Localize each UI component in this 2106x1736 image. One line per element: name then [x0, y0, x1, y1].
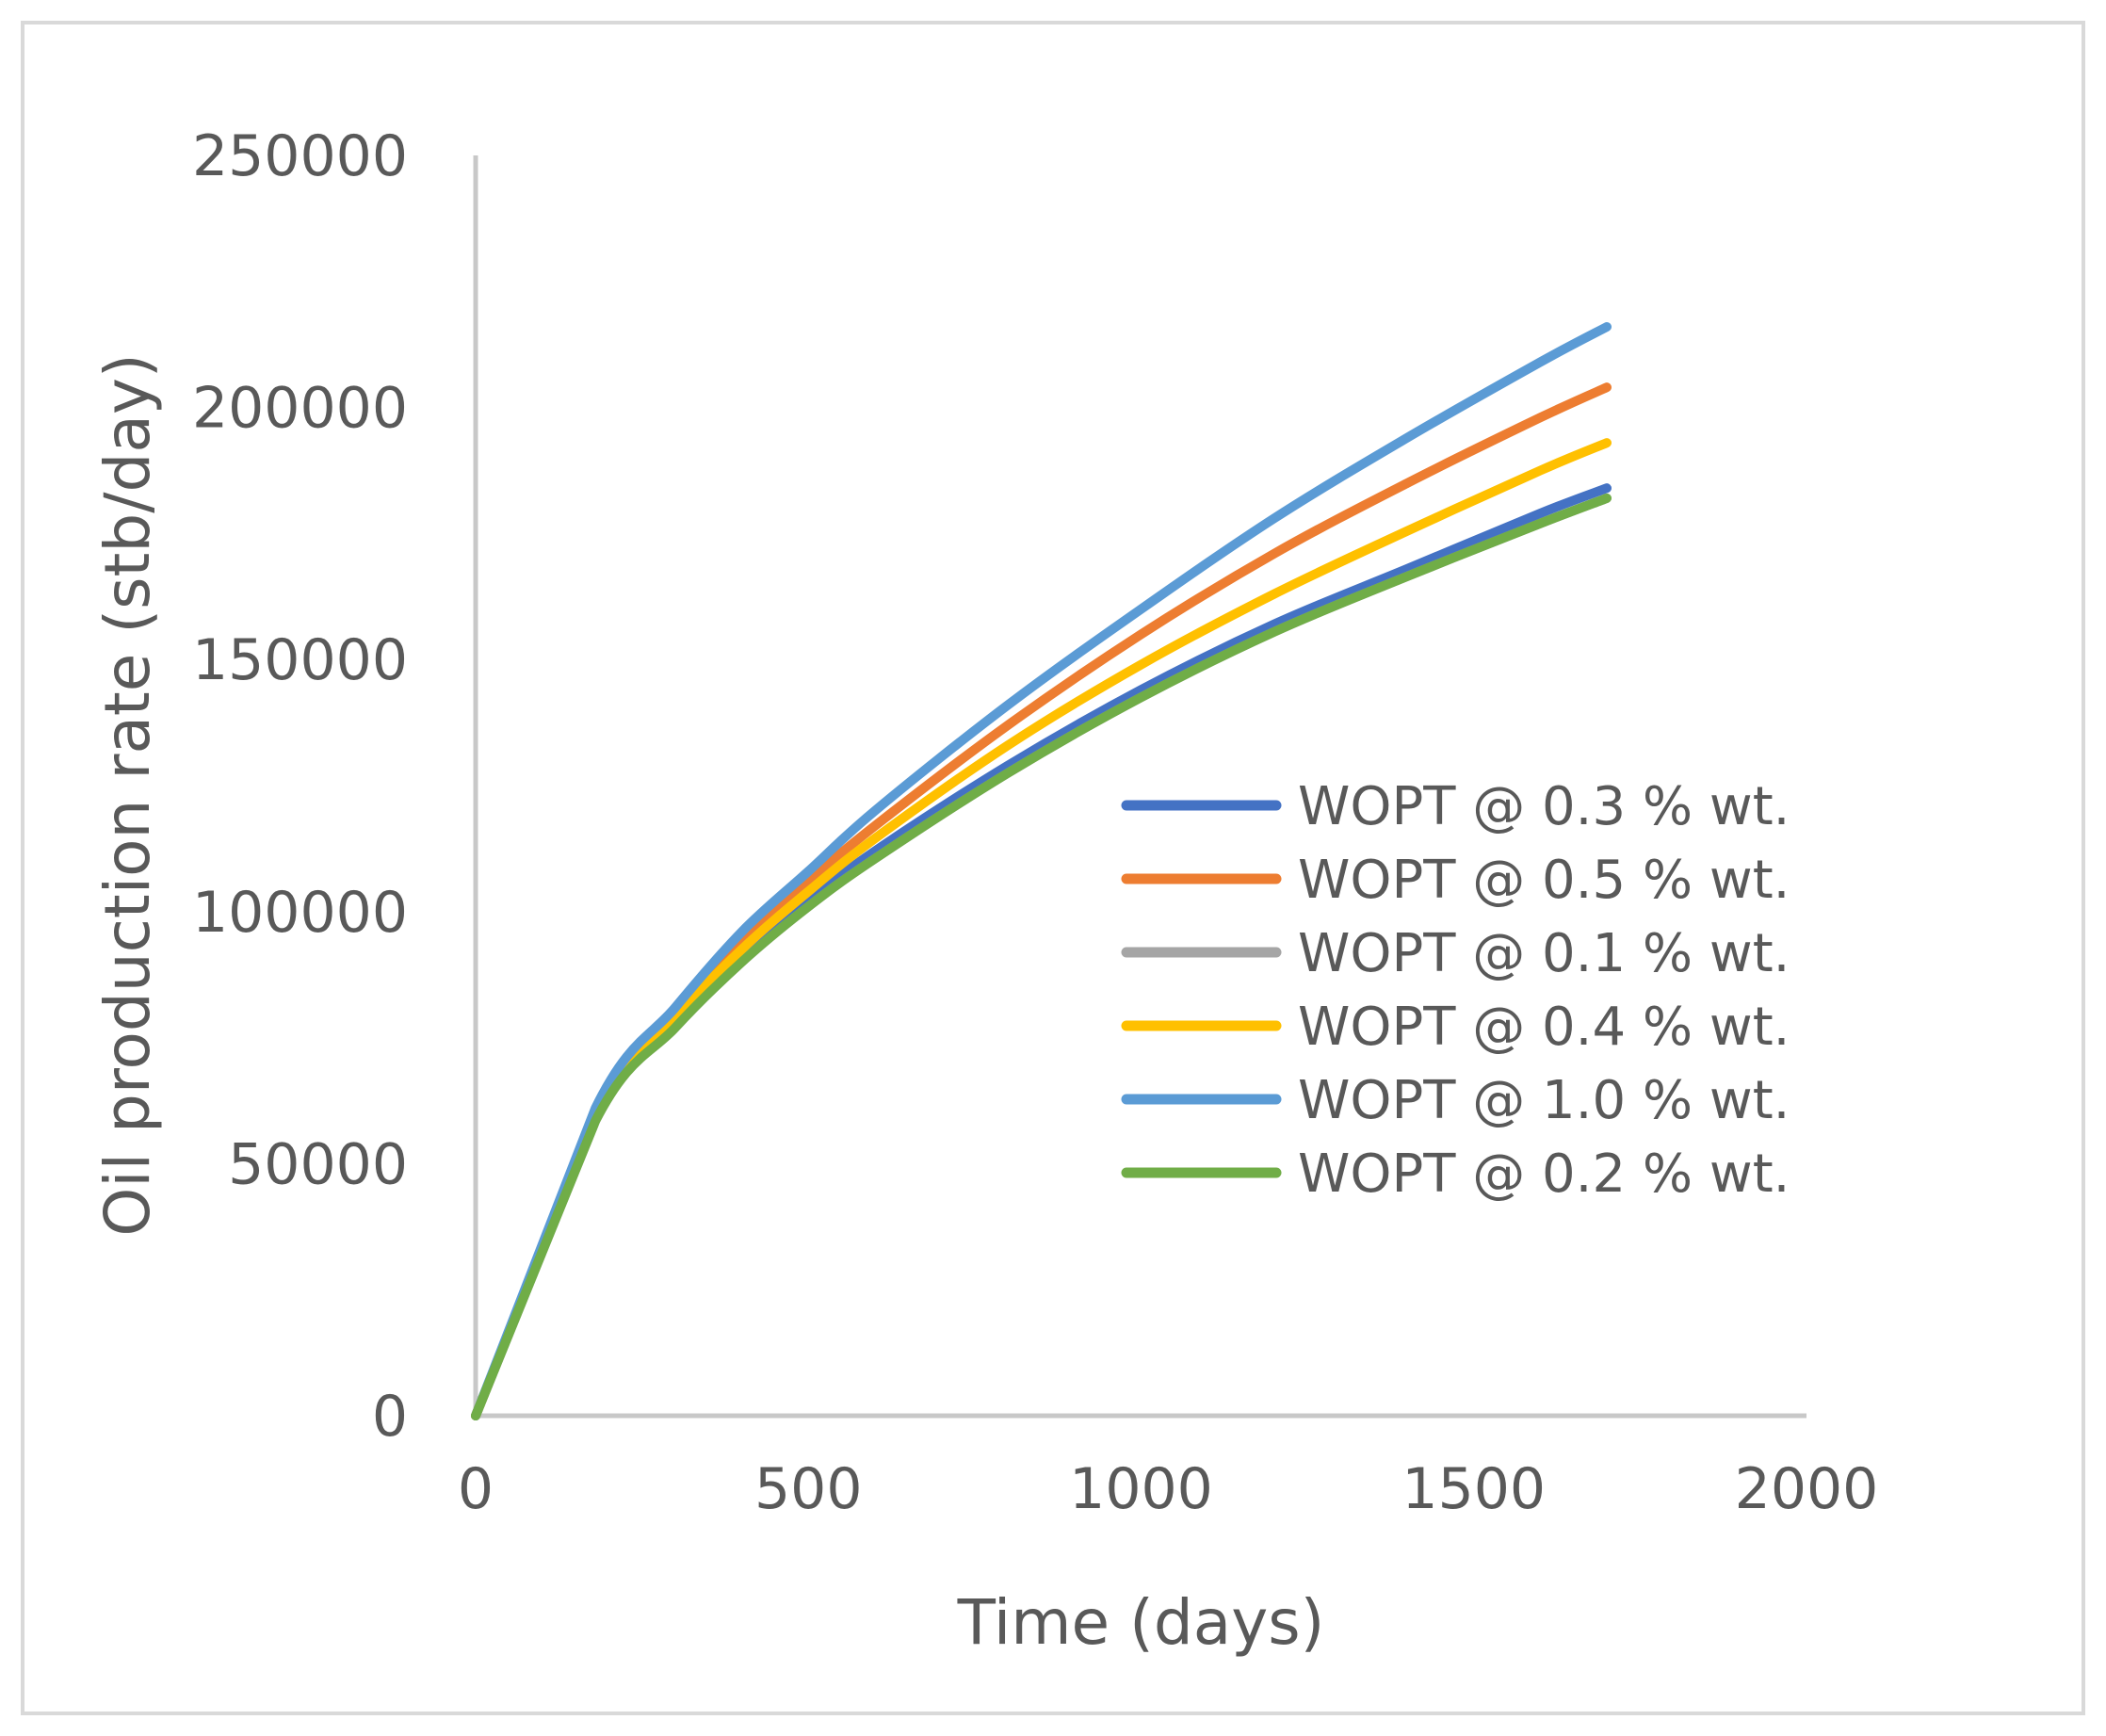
y-tick-label: 100000 [192, 880, 408, 946]
legend-label: WOPT @ 0.1 % wt. [1298, 923, 1790, 984]
y-tick-label: 0 [372, 1384, 408, 1450]
chart-border [21, 21, 2085, 1715]
series-line-5 [471, 493, 1612, 1420]
legend: WOPT @ 0.3 % wt. WOPT @ 0.5 % wt. WOPT @ 0… [1121, 776, 1790, 1205]
series-line-4 [471, 322, 1612, 1420]
legend-label: WOPT @ 0.4 % wt. [1298, 997, 1790, 1058]
y-tick-label: 200000 [192, 376, 408, 442]
axes [473, 155, 1806, 1419]
y-tick-labels: 0 50000 100000 150000 200000 250000 [192, 123, 408, 1450]
legend-label: WOPT @ 1.0 % wt. [1298, 1070, 1790, 1131]
y-tick-label: 250000 [192, 123, 408, 189]
y-tick-label: 50000 [228, 1131, 408, 1197]
legend-label: WOPT @ 0.2 % wt. [1298, 1144, 1790, 1205]
y-axis-title: Oil production rate (stb/day) [91, 353, 164, 1236]
series-line-3 [471, 438, 1612, 1420]
x-tick-label: 0 [458, 1456, 494, 1522]
x-tick-label: 500 [754, 1456, 863, 1522]
legend-label: WOPT @ 0.5 % wt. [1298, 850, 1790, 911]
series-line-1 [471, 382, 1612, 1420]
x-tick-label: 1500 [1401, 1456, 1546, 1522]
x-tick-label: 1000 [1069, 1456, 1213, 1522]
legend-label: WOPT @ 0.3 % wt. [1298, 776, 1790, 837]
series-lines [471, 322, 1612, 1420]
x-tick-labels: 0 500 1000 1500 2000 [458, 1456, 1878, 1522]
y-tick-label: 150000 [192, 627, 408, 693]
x-axis-title: Time (days) [957, 1586, 1325, 1659]
x-tick-label: 2000 [1735, 1456, 1879, 1522]
